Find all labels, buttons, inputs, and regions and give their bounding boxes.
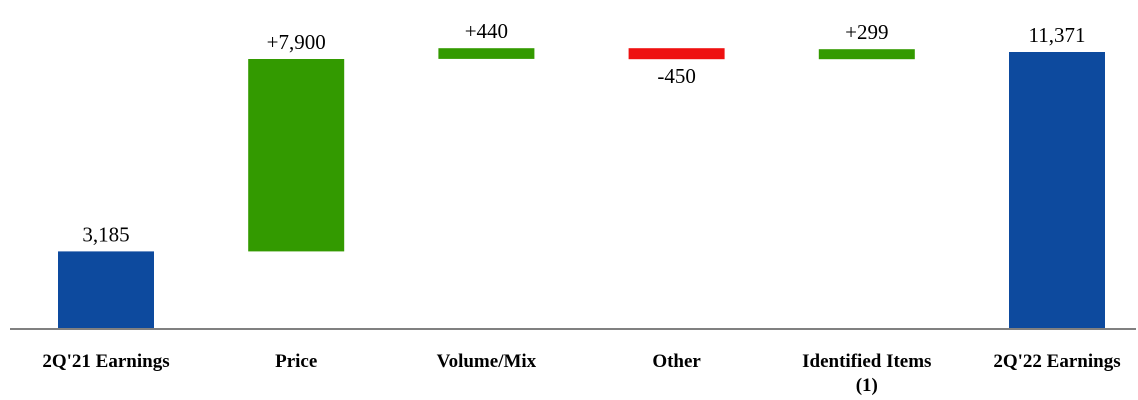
data-label-2: +440: [465, 19, 508, 43]
bar-5: [1009, 52, 1105, 329]
category-label-5-line-0: 2Q'22 Earnings: [993, 351, 1120, 372]
category-label-2-line-0: Volume/Mix: [437, 351, 537, 372]
category-label-1: Price: [275, 351, 317, 372]
bar-1: [248, 59, 345, 252]
category-label-5: 2Q'22 Earnings: [993, 351, 1120, 372]
category-label-4-line-1: (1): [856, 375, 878, 396]
category-label-0: 2Q'21 Earnings: [42, 351, 169, 372]
bar-0: [58, 251, 154, 329]
data-label-5: 11,371: [1029, 23, 1086, 47]
data-label-3: -450: [657, 64, 696, 88]
data-label-0: 3,185: [82, 222, 129, 246]
bar-4: [818, 49, 915, 60]
value-labels-group: 3,185 +7,900 +440 -450 +299 11,371: [82, 19, 1085, 246]
category-label-4-line-0: Identified Items: [802, 351, 931, 372]
category-label-0-line-0: 2Q'21 Earnings: [42, 351, 169, 372]
category-label-3: Other: [652, 351, 701, 372]
category-label-4: Identified Items (1): [802, 351, 931, 396]
data-label-1: +7,900: [267, 30, 326, 54]
category-label-3-line-0: Other: [652, 351, 701, 372]
bar-3: [628, 48, 725, 60]
bar-2: [438, 48, 535, 59]
bars-group: [58, 48, 1105, 329]
category-label-1-line-0: Price: [275, 351, 317, 372]
category-labels-group: 2Q'21 Earnings Price Volume/Mix Other Identi…: [42, 351, 1120, 396]
data-label-4: +299: [845, 20, 888, 44]
category-label-2: Volume/Mix: [437, 351, 537, 372]
